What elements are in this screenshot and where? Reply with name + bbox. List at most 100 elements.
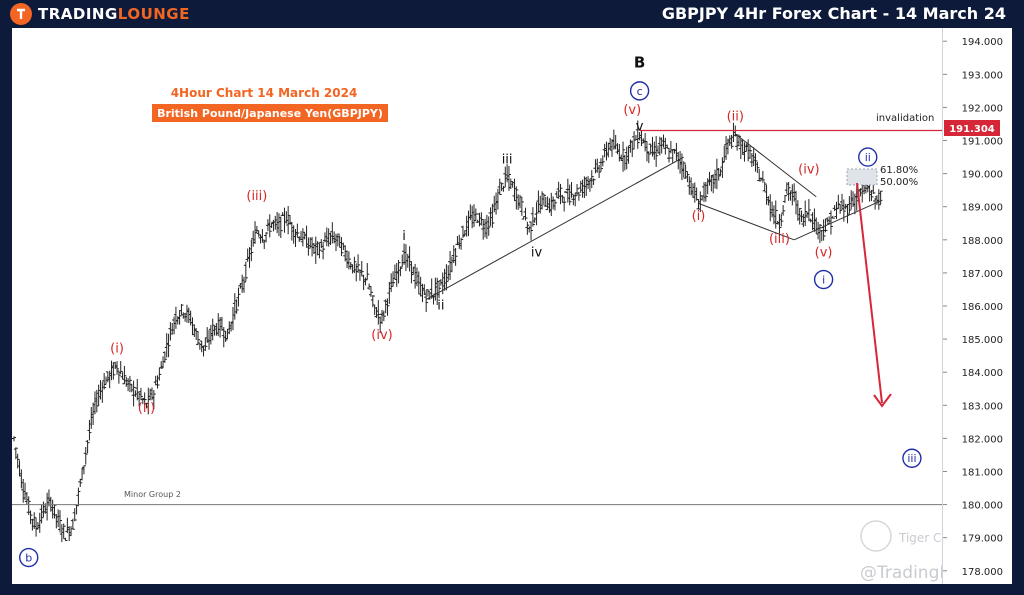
ohlc-bar	[541, 193, 546, 206]
ohlc-bar	[781, 205, 786, 216]
ohlc-bar	[519, 196, 524, 216]
ohlc-bar	[828, 210, 833, 235]
wedge-lower-line	[698, 202, 795, 241]
ohlc-bar	[878, 190, 883, 205]
axis-tick-label: 194.000	[962, 37, 1003, 48]
wave-labels: (i)(ii)(iii)(iv)(v)(i)(ii)(iii)(iv)(v)ii…	[19, 54, 922, 568]
ohlc-bar	[424, 290, 429, 312]
ohlc-bar	[685, 171, 690, 183]
svg-text:b: b	[25, 552, 32, 565]
ohlc-bar	[131, 380, 136, 407]
ohlc-bar	[359, 261, 364, 277]
svg-text:c: c	[637, 85, 643, 98]
ohlc-bar	[453, 248, 458, 266]
ohlc-bar	[667, 147, 672, 163]
ohlc-bar	[376, 300, 381, 325]
wedge-lower-ext	[793, 199, 883, 241]
ohlc-bar	[654, 136, 659, 167]
axis-tick-label: 190.000	[962, 170, 1003, 181]
channel-line	[425, 156, 685, 300]
ohlc-bar	[102, 373, 107, 390]
ohlc-bar	[753, 153, 758, 172]
ohlc-bar	[138, 387, 143, 401]
svg-text:i: i	[822, 274, 825, 287]
ohlc-bar	[111, 362, 116, 380]
ohlc-bar	[501, 185, 506, 192]
ohlc-bar	[490, 203, 495, 228]
svg-text:iii: iii	[907, 452, 916, 465]
ohlc-bar	[151, 389, 156, 410]
ohlc-bar	[317, 243, 322, 259]
invalidation-price-box	[944, 120, 1000, 136]
axis-tick-label: 183.000	[962, 401, 1003, 412]
ohlc-bar	[591, 178, 596, 185]
ohlc-bar	[368, 286, 373, 297]
ohlc-bar	[236, 287, 241, 307]
ohlc-bar	[523, 207, 528, 221]
ohlc-bar	[28, 510, 33, 525]
wave-label: i	[402, 229, 406, 244]
circled-wave-label: c	[629, 81, 650, 101]
ohlc-bar	[162, 351, 167, 363]
wave-label: (v)	[815, 245, 833, 260]
circled-wave-label: b	[19, 547, 39, 568]
ohlc-bar	[127, 375, 132, 393]
ohlc-bar	[203, 337, 208, 351]
axis-tick-label: 185.000	[962, 335, 1003, 346]
ohlc-bar	[39, 504, 44, 524]
axis-tick-label: 189.000	[962, 203, 1003, 214]
axis-tick-label: 179.000	[962, 534, 1003, 545]
ohlc-bar	[530, 207, 535, 227]
ohlc-bar	[321, 241, 326, 260]
ohlc-bar	[437, 280, 442, 299]
ohlc-bar	[786, 182, 791, 201]
ohlc-bar	[12, 436, 16, 442]
ohlc-bar	[72, 508, 77, 522]
ohlc-bar	[381, 310, 386, 322]
ohlc-bar	[460, 225, 465, 238]
axis-tick-label: 182.000	[962, 434, 1003, 445]
ohlc-bar	[830, 215, 835, 219]
page-title: GBPJPY 4Hr Forex Chart - 14 March 24	[661, 4, 1006, 23]
fib-level-618: 61.80%	[880, 165, 918, 176]
axis-ticks: 194.000 193.000 192.000 191.000 190.000 189.0…	[943, 37, 1003, 578]
ohlc-bar	[70, 518, 75, 530]
ohlc-bar	[391, 271, 396, 287]
ohlc-bar	[845, 204, 850, 224]
ohlc-bar	[426, 289, 430, 297]
chart-subtitle: British Pound/Japanese Yen(GBPJPY)	[157, 107, 383, 120]
axis-tick-label: 188.000	[962, 236, 1003, 247]
logo-text: TRADINGLOUNGE	[38, 5, 190, 23]
ohlc-bar	[558, 183, 563, 205]
logo-icon	[10, 3, 32, 25]
ohlc-bar	[562, 197, 567, 212]
wave-label: (iv)	[371, 328, 392, 343]
ohlc-bar	[589, 170, 594, 189]
ohlc-bar	[179, 304, 184, 315]
fib-zone	[846, 168, 878, 186]
ohlc-bar	[806, 199, 811, 222]
wave-label: (v)	[623, 103, 641, 118]
circled-wave-label: ii	[858, 147, 878, 167]
ohlc-bar	[459, 237, 464, 250]
ohlc-bar	[115, 361, 120, 375]
axis-tick-label: 187.000	[962, 269, 1003, 280]
ohlc-bar	[499, 182, 504, 192]
axis-tick-label: 192.000	[962, 103, 1003, 114]
ohlc-bar	[803, 200, 808, 227]
ohlc-bar	[398, 266, 403, 277]
ohlc-bar	[576, 191, 581, 201]
ohlc-bar	[567, 184, 572, 206]
ohlc-bar	[234, 299, 239, 314]
plot-area[interactable]: (i) (ii) (iii) (iv) (v) (i) (ii) (iii) (iv) (v) i i…	[12, 28, 1003, 584]
tradinglounge-logo: TRADINGLOUNGE	[10, 3, 190, 25]
ohlc-bar	[506, 165, 511, 191]
ohlc-bar	[847, 196, 852, 214]
ohlc-bar	[335, 233, 340, 247]
watermark: Tiger Community @TradingLounge	[860, 520, 1003, 583]
ohlc-bar	[514, 186, 519, 210]
ohlc-bar	[177, 310, 182, 325]
ohlc-bar	[306, 237, 311, 256]
ohlc-bar	[600, 155, 605, 167]
